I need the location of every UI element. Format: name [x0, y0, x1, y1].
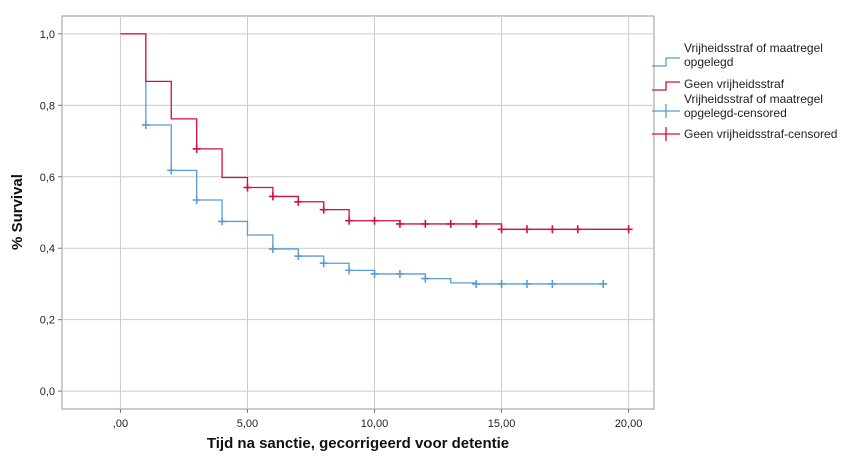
legend-label: opgelegd-censored: [684, 106, 787, 120]
legend-label: Geen vrijheidsstraf-censored: [684, 127, 837, 141]
x-tick-label: 20,00: [615, 418, 643, 430]
gridlines: [62, 16, 654, 409]
legend: Vrijheidsstraf of maatregelopgelegdGeen …: [652, 41, 837, 141]
censored-marker-series-2: [624, 225, 633, 234]
legend-item: Vrijheidsstraf of maatregelopgelegd-cens…: [652, 92, 823, 120]
legend-item: Geen vrijheidsstraf-censored: [652, 127, 837, 141]
censored-marker-series-2: [497, 225, 506, 234]
censored-marker-series-1: [218, 217, 227, 226]
censored-marker-series-1: [268, 244, 277, 253]
censored-marker-series-1: [599, 279, 608, 288]
y-tick-label: 0,2: [40, 315, 55, 327]
censored-marker-series-1: [345, 266, 354, 275]
censored-marker-series-1: [141, 120, 150, 129]
censored-marker-series-2: [192, 144, 201, 153]
legend-label: Vrijheidsstraf of maatregel: [684, 92, 823, 106]
legend-step-symbol: [652, 81, 680, 91]
plot-background: [61, 15, 655, 410]
censored-marker-series-1: [319, 259, 328, 268]
censored-marker-series-2: [446, 219, 455, 228]
censored-marker-series-2: [548, 225, 557, 234]
censored-marker-series-2: [319, 205, 328, 214]
legend-step-symbol: [652, 57, 680, 67]
y-tick-label: 1,0: [40, 29, 55, 41]
censored-marker-series-2: [294, 197, 303, 206]
y-tick-label: 0,4: [40, 243, 55, 255]
y-axis-ticks: 0,0 0,2 0,4 0,6 0,8 1,0: [40, 29, 62, 398]
censored-marker-series-2: [395, 219, 404, 228]
censored-marker-series-1: [421, 274, 430, 283]
y-tick-label: 0,0: [40, 386, 55, 398]
censored-marker-series-1: [522, 279, 531, 288]
censored-marker-series-1: [192, 195, 201, 204]
censored-marker-series-1: [472, 279, 481, 288]
y-axis-title: % Survival: [9, 174, 26, 250]
x-tick-label: 10,00: [361, 418, 389, 430]
legend-item: Geen vrijheidsstraf: [652, 77, 785, 91]
y-tick-label: 0,6: [40, 172, 55, 184]
legend-label: Vrijheidsstraf of maatregel: [684, 41, 823, 55]
y-tick-label: 0,8: [40, 100, 55, 112]
censored-marker-series-2: [522, 225, 531, 234]
legend-label: Geen vrijheidsstraf: [684, 77, 785, 91]
plot-area: [61, 15, 655, 410]
censored-marker-series-2: [472, 219, 481, 228]
censored-marker-series-2: [345, 216, 354, 225]
censored-marker-series-1: [497, 279, 506, 288]
legend-censor-symbol: [652, 127, 680, 141]
legend-label: opgelegd: [684, 55, 733, 69]
x-axis-ticks: ,00 5,00 10,00 15,00 20,00: [113, 409, 643, 430]
censored-marker-series-2: [268, 192, 277, 201]
censored-marker-series-2: [421, 219, 430, 228]
censored-marker-series-2: [573, 225, 582, 234]
censored-marker-series-2: [243, 183, 252, 192]
censored-marker-series-1: [548, 279, 557, 288]
censored-markers: [141, 120, 633, 288]
legend-censor-symbol: [652, 104, 680, 118]
censored-marker-series-2: [370, 216, 379, 225]
censored-marker-series-1: [370, 269, 379, 278]
x-tick-label: ,00: [113, 418, 128, 430]
x-tick-label: 5,00: [237, 418, 258, 430]
censored-marker-series-1: [294, 252, 303, 261]
x-tick-label: 15,00: [488, 418, 516, 430]
x-axis-title: Tijd na sanctie, gecorrigeerd voor deten…: [207, 435, 509, 452]
censored-marker-series-1: [395, 269, 404, 278]
censored-marker-series-1: [167, 166, 176, 175]
